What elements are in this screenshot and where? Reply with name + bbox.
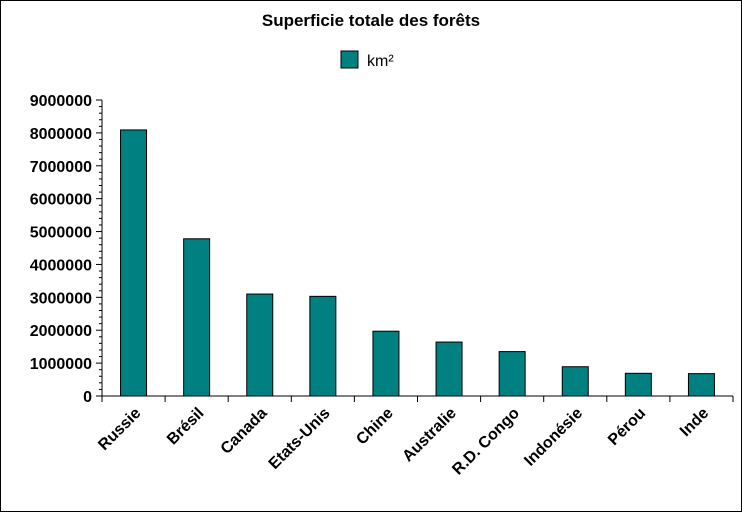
bar [687, 373, 715, 397]
bar [120, 129, 148, 397]
y-tick-label: 6000000 [30, 192, 92, 209]
bar [624, 372, 652, 397]
legend-label: km² [367, 53, 394, 70]
y-tick-label: 1000000 [30, 356, 92, 373]
chart-title: Superficie totale des forêts [262, 11, 480, 30]
bar [498, 351, 526, 397]
bar [246, 293, 274, 397]
x-tick-label: Inde [677, 405, 712, 440]
bar [561, 366, 589, 397]
y-tick-label: 7000000 [30, 159, 92, 176]
x-tick-label: R.D. Congo [449, 405, 523, 479]
x-tick-label: Pérou [605, 405, 649, 449]
x-tick-label: Brésil [164, 405, 207, 448]
x-tick-label: Etats-Unis [266, 405, 334, 473]
y-tick-label: 4000000 [30, 257, 92, 274]
y-tick-label: 5000000 [30, 225, 92, 242]
x-tick-label: Chine [353, 405, 397, 449]
y-tick-label: 9000000 [30, 93, 92, 110]
x-tick-label: Russie [95, 405, 144, 454]
bar [372, 330, 400, 397]
x-tick-label: Canada [218, 405, 271, 458]
x-tick-label: Indonésie [521, 405, 586, 470]
y-tick-label: 3000000 [30, 290, 92, 307]
y-tick-label: 2000000 [30, 323, 92, 340]
y-tick-label: 8000000 [30, 126, 92, 143]
y-axis: 0 1000000 2000000 3000000 4000000 5000000 6000… [30, 93, 102, 406]
y-tick-label: 0 [83, 389, 92, 406]
legend-swatch [340, 50, 359, 69]
bars [120, 129, 715, 397]
legend: km² [340, 50, 394, 70]
bar [435, 341, 463, 397]
bar [309, 295, 337, 397]
x-tick-label: Australie [399, 405, 460, 466]
bar [183, 238, 211, 397]
